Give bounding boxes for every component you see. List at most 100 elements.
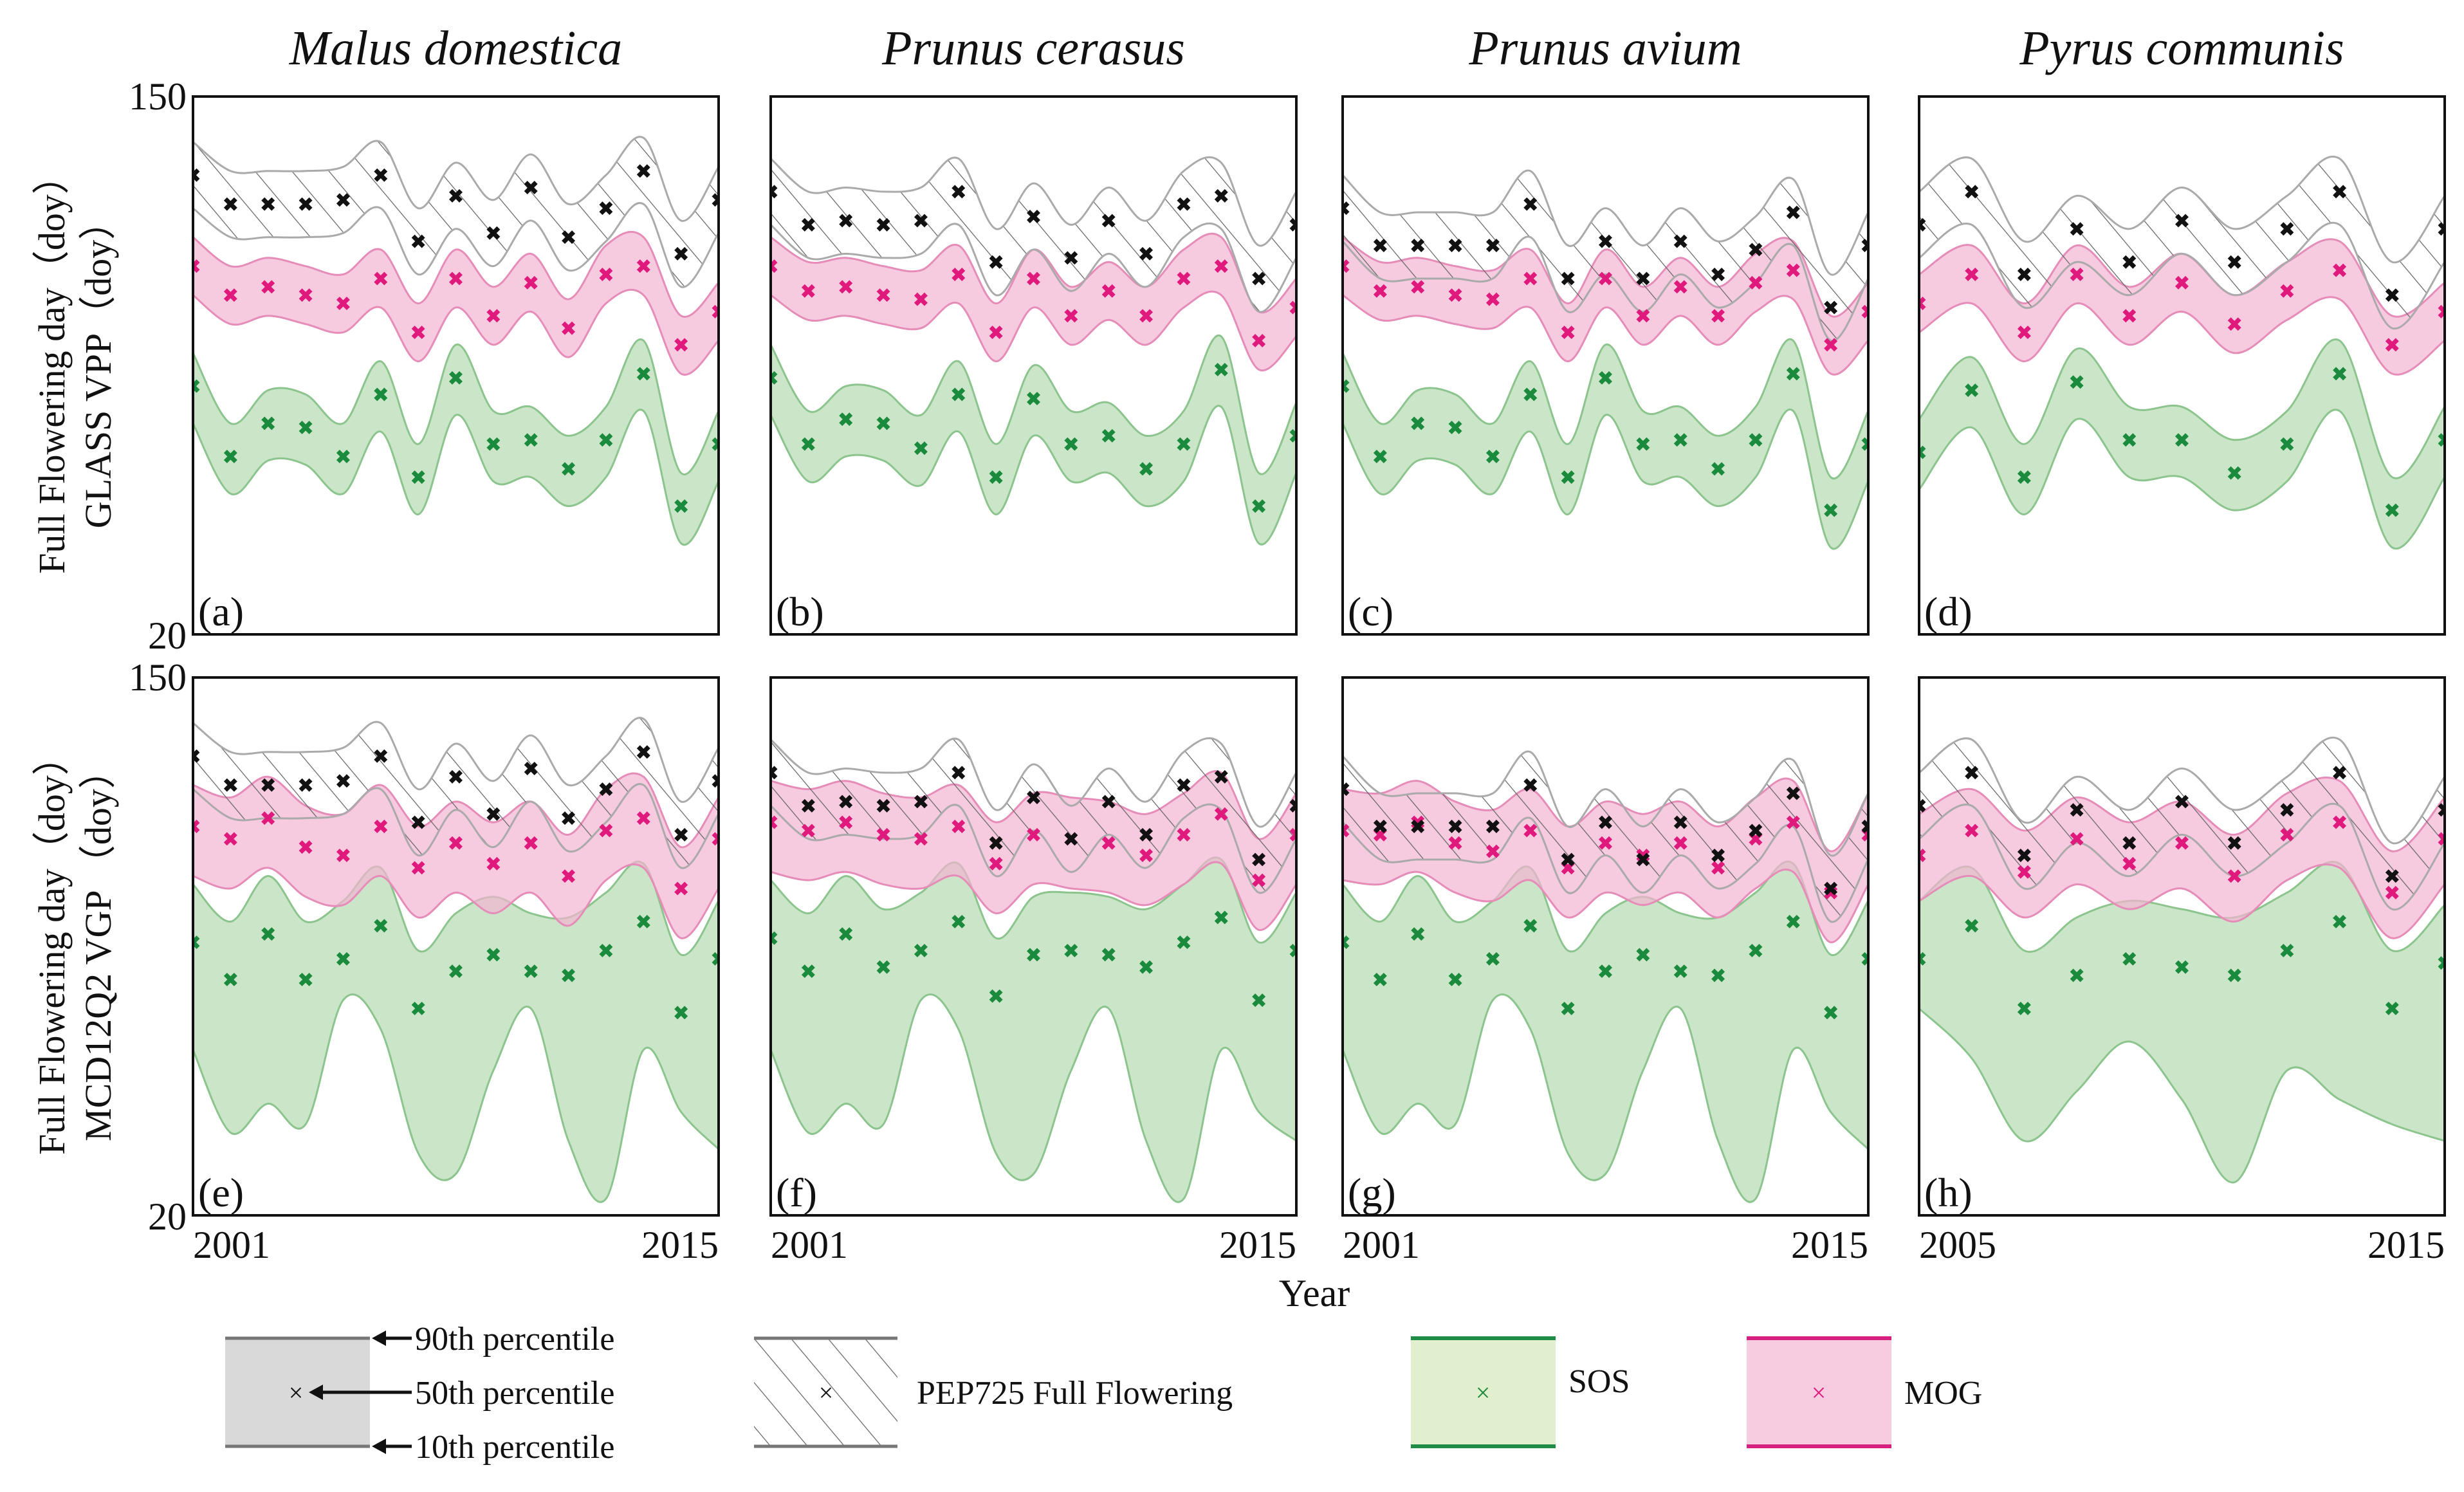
x-tick-label: 2001: [1343, 1224, 1420, 1266]
arrow-head-icon: [372, 1331, 386, 1346]
sos-median-marker: [989, 989, 1003, 1003]
x-tick-label: 2001: [771, 1224, 848, 1266]
sos-median-marker: [1139, 462, 1154, 476]
pep725-median-marker: [2280, 222, 2294, 236]
pep725-median-marker: [1448, 820, 1462, 833]
panel-h: (h) 2005 2015: [1918, 676, 2446, 1266]
pep725-p10-line: [1919, 221, 2445, 330]
sos-median-marker: [1636, 948, 1650, 962]
mog-median-marker: [1139, 309, 1154, 323]
sos-median-marker: [2070, 968, 2084, 982]
sos-band: [1343, 861, 1868, 1202]
mog-median-marker: [1177, 827, 1191, 842]
sos-median-marker: [336, 450, 350, 463]
x-tick-label: 2015: [1219, 1224, 1296, 1266]
pep725-median-marker: [411, 234, 425, 248]
sos-band: [193, 339, 719, 545]
pep725-median-marker: [801, 798, 815, 813]
pep725-median-marker: [562, 811, 576, 825]
sos-median-marker: [1523, 387, 1538, 401]
pep725-median-marker: [2438, 222, 2445, 236]
pep725-median-marker: [1027, 791, 1040, 804]
pep725-median-marker: [712, 774, 719, 788]
mog-median-marker: [1289, 300, 1296, 315]
y-tick-label: 150: [129, 75, 187, 118]
sos-median-marker: [2017, 1001, 2031, 1015]
sos-median-marker: [1177, 935, 1191, 950]
pep725-median-marker: [2070, 803, 2084, 817]
pep725-p10-line: [193, 783, 719, 869]
sos-p90-line: [1919, 861, 2445, 953]
pep725-p90-line: [193, 136, 719, 222]
pep725-median-marker: [1485, 239, 1500, 252]
panel-frame: [1918, 676, 2446, 1217]
mog-median-marker: [1919, 849, 1926, 862]
sos-median-marker: [261, 927, 275, 941]
arrow-head-icon: [309, 1385, 323, 1400]
sos-median-marker: [801, 964, 815, 979]
sos-median-marker: [411, 470, 425, 484]
sos-median-marker: [1523, 919, 1538, 933]
pep725-median-marker: [839, 795, 853, 809]
mog-median-marker: [2333, 815, 2347, 829]
sos-median-marker: [299, 972, 313, 986]
mog-median-marker: [1139, 849, 1154, 862]
sos-median-marker: [449, 964, 463, 979]
pep725-p10-line: [771, 803, 1296, 894]
pep725-median-marker: [1373, 239, 1387, 252]
pep725-median-marker: [599, 782, 613, 797]
sos-median-marker: [1824, 1006, 1838, 1020]
mog-median-marker: [2017, 326, 2031, 340]
pep725-median-marker: [1599, 815, 1612, 829]
pep725-median-marker: [1824, 300, 1838, 315]
sos-median-marker: [952, 914, 966, 928]
sos-median-marker: [1599, 371, 1612, 385]
sos-median-marker: [2227, 968, 2241, 982]
pep725-median-marker: [712, 193, 719, 207]
sos-p10-line: [1919, 409, 2445, 550]
arrow-head-icon: [372, 1439, 386, 1454]
pep725-median-marker: [1523, 197, 1538, 211]
mog-median-marker: [1861, 304, 1868, 318]
pep725-median-marker: [952, 766, 966, 780]
sos-band: [771, 857, 1296, 1202]
sos-median-marker: [1101, 428, 1116, 443]
sos-median-marker: [1027, 948, 1040, 962]
mog-median-marker: [1101, 836, 1116, 850]
pep725-median-marker: [1139, 246, 1154, 261]
mog-median-marker: [1214, 807, 1228, 821]
legend-label-p90: 90th percentile: [415, 1321, 614, 1358]
pep725-median-marker: [1289, 798, 1296, 813]
mog-median-marker: [2175, 836, 2189, 850]
pep725-band: [193, 136, 719, 288]
mog-median-marker: [2280, 284, 2294, 298]
sos-median-marker: [1289, 428, 1296, 443]
sos-median-marker: [2122, 952, 2137, 966]
sos-p10-line: [1343, 408, 1868, 550]
pep725-median-marker: [2175, 214, 2189, 228]
pep725-median-marker: [1749, 243, 1763, 257]
mog-median-marker: [336, 297, 350, 311]
pep725-median-marker: [336, 774, 350, 788]
pep725-median-marker: [876, 798, 890, 813]
mog-median-marker: [1448, 836, 1462, 850]
mog-median-marker: [2438, 304, 2445, 318]
mog-median-marker: [486, 856, 501, 870]
mog-median-marker: [1252, 873, 1266, 887]
pep725-median-marker: [261, 197, 275, 211]
pep725-p90-line: [1919, 737, 2445, 845]
sos-median-marker: [1561, 470, 1575, 484]
mog-median-marker: [193, 820, 200, 833]
mog-median-marker: [1523, 272, 1538, 286]
sos-median-marker: [2333, 914, 2347, 928]
mog-median-marker: [636, 259, 650, 273]
y-tick-label: 150: [129, 656, 187, 699]
sos-median-marker: [839, 412, 853, 427]
sos-median-marker: [952, 387, 966, 401]
mog-median-marker: [674, 338, 688, 352]
sos-median-marker: [1448, 420, 1462, 434]
y-axis-label: MCD12Q2 VGP （doy）: [77, 751, 119, 1141]
mog-median-marker: [1711, 861, 1725, 875]
pep725-median-marker: [223, 197, 237, 211]
sos-median-marker: [1561, 1001, 1575, 1015]
